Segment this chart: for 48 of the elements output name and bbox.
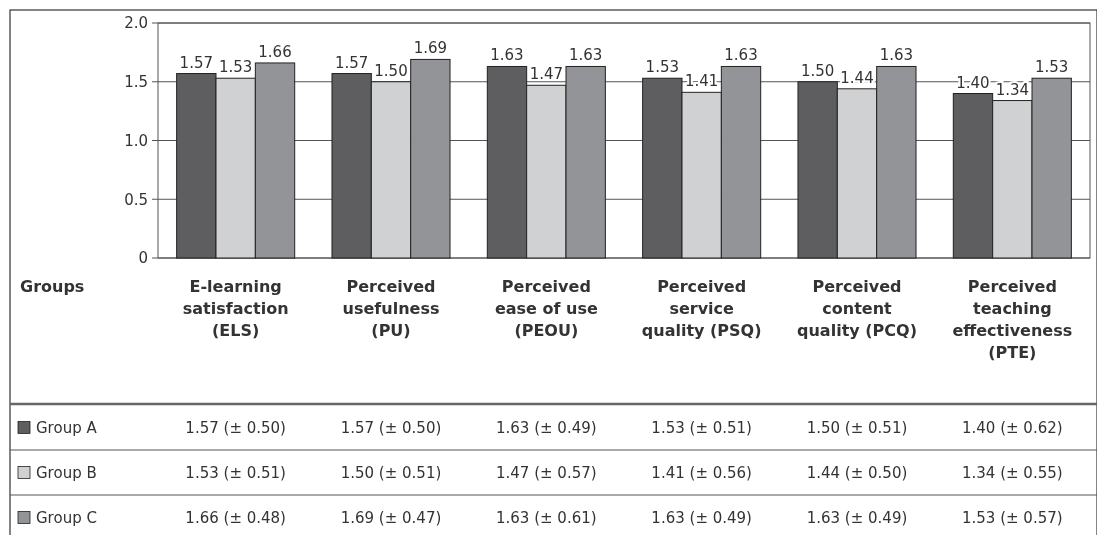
data-label: 1.50: [374, 61, 408, 80]
text: 1.69 (± 0.47): [340, 508, 442, 527]
legend-label: Group B: [36, 463, 97, 482]
data-label: 1.63: [568, 46, 603, 65]
text: 1.47 (± 0.57): [496, 463, 597, 482]
x-tick-label: Perceived ease of use (PEOU): [494, 277, 598, 340]
text: 1.40 (± 0.62): [962, 418, 1063, 437]
y-tick-label: 1.5: [124, 73, 148, 91]
text: 1.57 (± 0.50): [340, 418, 442, 437]
text: 1.57 (± 0.50): [185, 418, 286, 437]
text: 1.50 (± 0.51): [806, 418, 908, 437]
text: 1.63 (± 0.61): [496, 508, 597, 527]
legend-title: Groups: [20, 277, 85, 296]
x-tick-label: Perceived content quality (PCQ): [797, 277, 917, 340]
x-tick-label: E-learning satisfaction (ELS): [182, 277, 289, 340]
data-label: 1.69: [413, 39, 448, 58]
legend-label: Group C: [36, 508, 97, 527]
text: 1.44 (± 0.50): [806, 463, 908, 482]
x-tick-label: Perceived usefulness (PU): [342, 277, 440, 340]
text: 1.53 (± 0.57): [962, 508, 1063, 527]
data-label: 1.53: [1034, 58, 1069, 77]
text: 1.63 (± 0.49): [806, 508, 908, 527]
data-label: 1.63: [879, 46, 914, 65]
y-tick-label: 0.5: [124, 190, 148, 209]
legend-label: Group A: [36, 418, 98, 437]
y-tick-label: 1.0: [124, 131, 148, 150]
text: 1.66 (± 0.48): [185, 508, 286, 527]
data-label: 1.63: [724, 46, 758, 65]
y-tick-label: 2.0: [124, 14, 148, 33]
text: 1.63 (± 0.49): [651, 508, 752, 527]
text: 1.53 (± 0.51): [651, 418, 752, 437]
data-label: 1.47: [529, 65, 564, 84]
data-label: 1.66: [258, 42, 292, 61]
x-tick-label: Perceived service quality (PSQ): [641, 277, 762, 340]
data-label: 1.53: [645, 58, 680, 77]
data-label: 1.57: [179, 53, 214, 72]
text: 1.53 (± 0.51): [185, 463, 286, 482]
text: 1.63 (± 0.49): [496, 418, 597, 437]
data-label: 1.57: [334, 53, 369, 72]
x-tick-label: Perceived teaching effectiveness (PTE): [952, 277, 1073, 362]
data-label: 1.50: [800, 61, 835, 80]
data-label: 1.53: [218, 58, 253, 77]
text: 1.50 (± 0.51): [340, 463, 442, 482]
text: 1.34 (± 0.55): [962, 463, 1063, 482]
text: 1.41 (± 0.56): [651, 463, 752, 482]
data-label: 1.34: [995, 80, 1030, 99]
y-tick-label: 0: [138, 249, 148, 268]
data-label: 1.63: [490, 46, 524, 65]
